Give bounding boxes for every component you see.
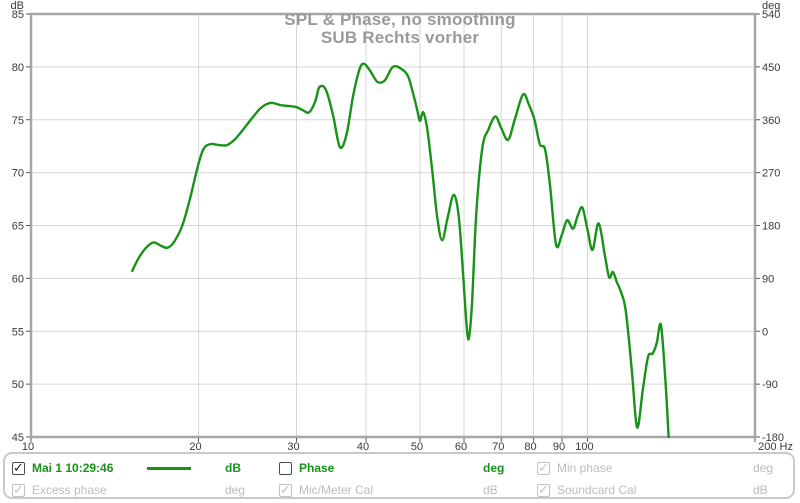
legend-row-2: ✓ Excess phase deg ✓ Mic/Meter Cal dB ✓ … (5, 482, 793, 499)
measurement-label[interactable]: Mai 1 10:29:46 (32, 461, 114, 475)
y-right-tick-label: 90 (762, 273, 774, 285)
soundcard-cal-label: Soundcard Cal (557, 483, 637, 497)
y-left-tick-label: 85 (12, 9, 24, 21)
y-right-axis-unit: deg (762, 0, 780, 12)
y-left-tick-label: 50 (12, 379, 24, 391)
x-tick-label: 90 (553, 441, 565, 452)
y-left-tick-label: 80 (12, 62, 24, 74)
mic-meter-cal-unit: dB (483, 483, 498, 497)
x-tick-label: 60 (455, 441, 467, 452)
y-right-tick-label: 0 (762, 326, 768, 338)
excess-phase-label: Excess phase (32, 483, 107, 497)
x-tick-label: 10 (22, 441, 34, 452)
check-icon: ✓ (538, 482, 549, 497)
y-left-tick-label: 70 (12, 168, 24, 180)
legend-panel: ✓ Mai 1 10:29:46 dB Phase deg ✓ Min phas… (3, 452, 795, 499)
check-icon: ✓ (13, 460, 24, 475)
min-phase-unit: deg (753, 461, 774, 475)
x-tick-label: 50 (411, 441, 423, 452)
x-tick-label: 70 (492, 441, 504, 452)
y-right-tick-label: 540 (762, 9, 780, 21)
mic-meter-cal-label: Mic/Meter Cal (299, 483, 374, 497)
y-left-tick-label: 45 (12, 432, 24, 444)
y-left-tick-label: 60 (12, 273, 24, 285)
x-tick-label: 80 (524, 441, 536, 452)
min-phase-label: Min phase (557, 461, 613, 475)
y-left-tick-label: 65 (12, 221, 24, 233)
phase-checkbox[interactable] (279, 462, 292, 475)
check-icon: ✓ (280, 482, 291, 497)
x-tick-label: 20 (189, 441, 201, 452)
y-right-tick-label: 270 (762, 168, 780, 180)
x-tick-label: 200 Hz (758, 441, 793, 452)
y-right-tick-label: 450 (762, 62, 780, 74)
phase-unit: deg (483, 461, 505, 475)
y-left-tick-label: 55 (12, 326, 24, 338)
y-right-tick-label: 360 (762, 115, 780, 127)
check-icon: ✓ (538, 460, 549, 475)
x-tick-label: 30 (287, 441, 299, 452)
spl-trace (131, 62, 670, 439)
y-left-tick-label: 75 (12, 115, 24, 127)
spl-chart-plot-area[interactable]: 85 80 75 70 65 60 55 50 45 dB 540 450 360 270 180 90 0 -9… (0, 0, 800, 452)
legend-row-1: ✓ Mai 1 10:29:46 dB Phase deg ✓ Min phas… (5, 460, 793, 477)
trace-color-swatch (147, 467, 191, 470)
y-left-axis-unit: dB (11, 0, 24, 12)
plot-border (29, 12, 757, 439)
x-tick-label: 40 (357, 441, 369, 452)
soundcard-cal-unit: dB (753, 483, 768, 497)
x-tick-label: 100 (575, 441, 593, 452)
min-phase-checkbox[interactable]: ✓ (537, 460, 550, 475)
measurement-unit: dB (225, 461, 241, 475)
phase-label[interactable]: Phase (299, 461, 335, 475)
mic-meter-cal-checkbox[interactable]: ✓ (279, 482, 292, 497)
check-icon: ✓ (13, 482, 24, 497)
excess-phase-unit: deg (225, 483, 246, 497)
soundcard-cal-checkbox[interactable]: ✓ (537, 482, 550, 497)
measurement-checkbox[interactable]: ✓ (12, 460, 25, 475)
y-right-tick-label: -90 (762, 379, 778, 391)
excess-phase-checkbox[interactable]: ✓ (12, 482, 25, 497)
y-right-tick-label: 180 (762, 221, 780, 233)
y-right-tick-label: -180 (762, 432, 784, 444)
